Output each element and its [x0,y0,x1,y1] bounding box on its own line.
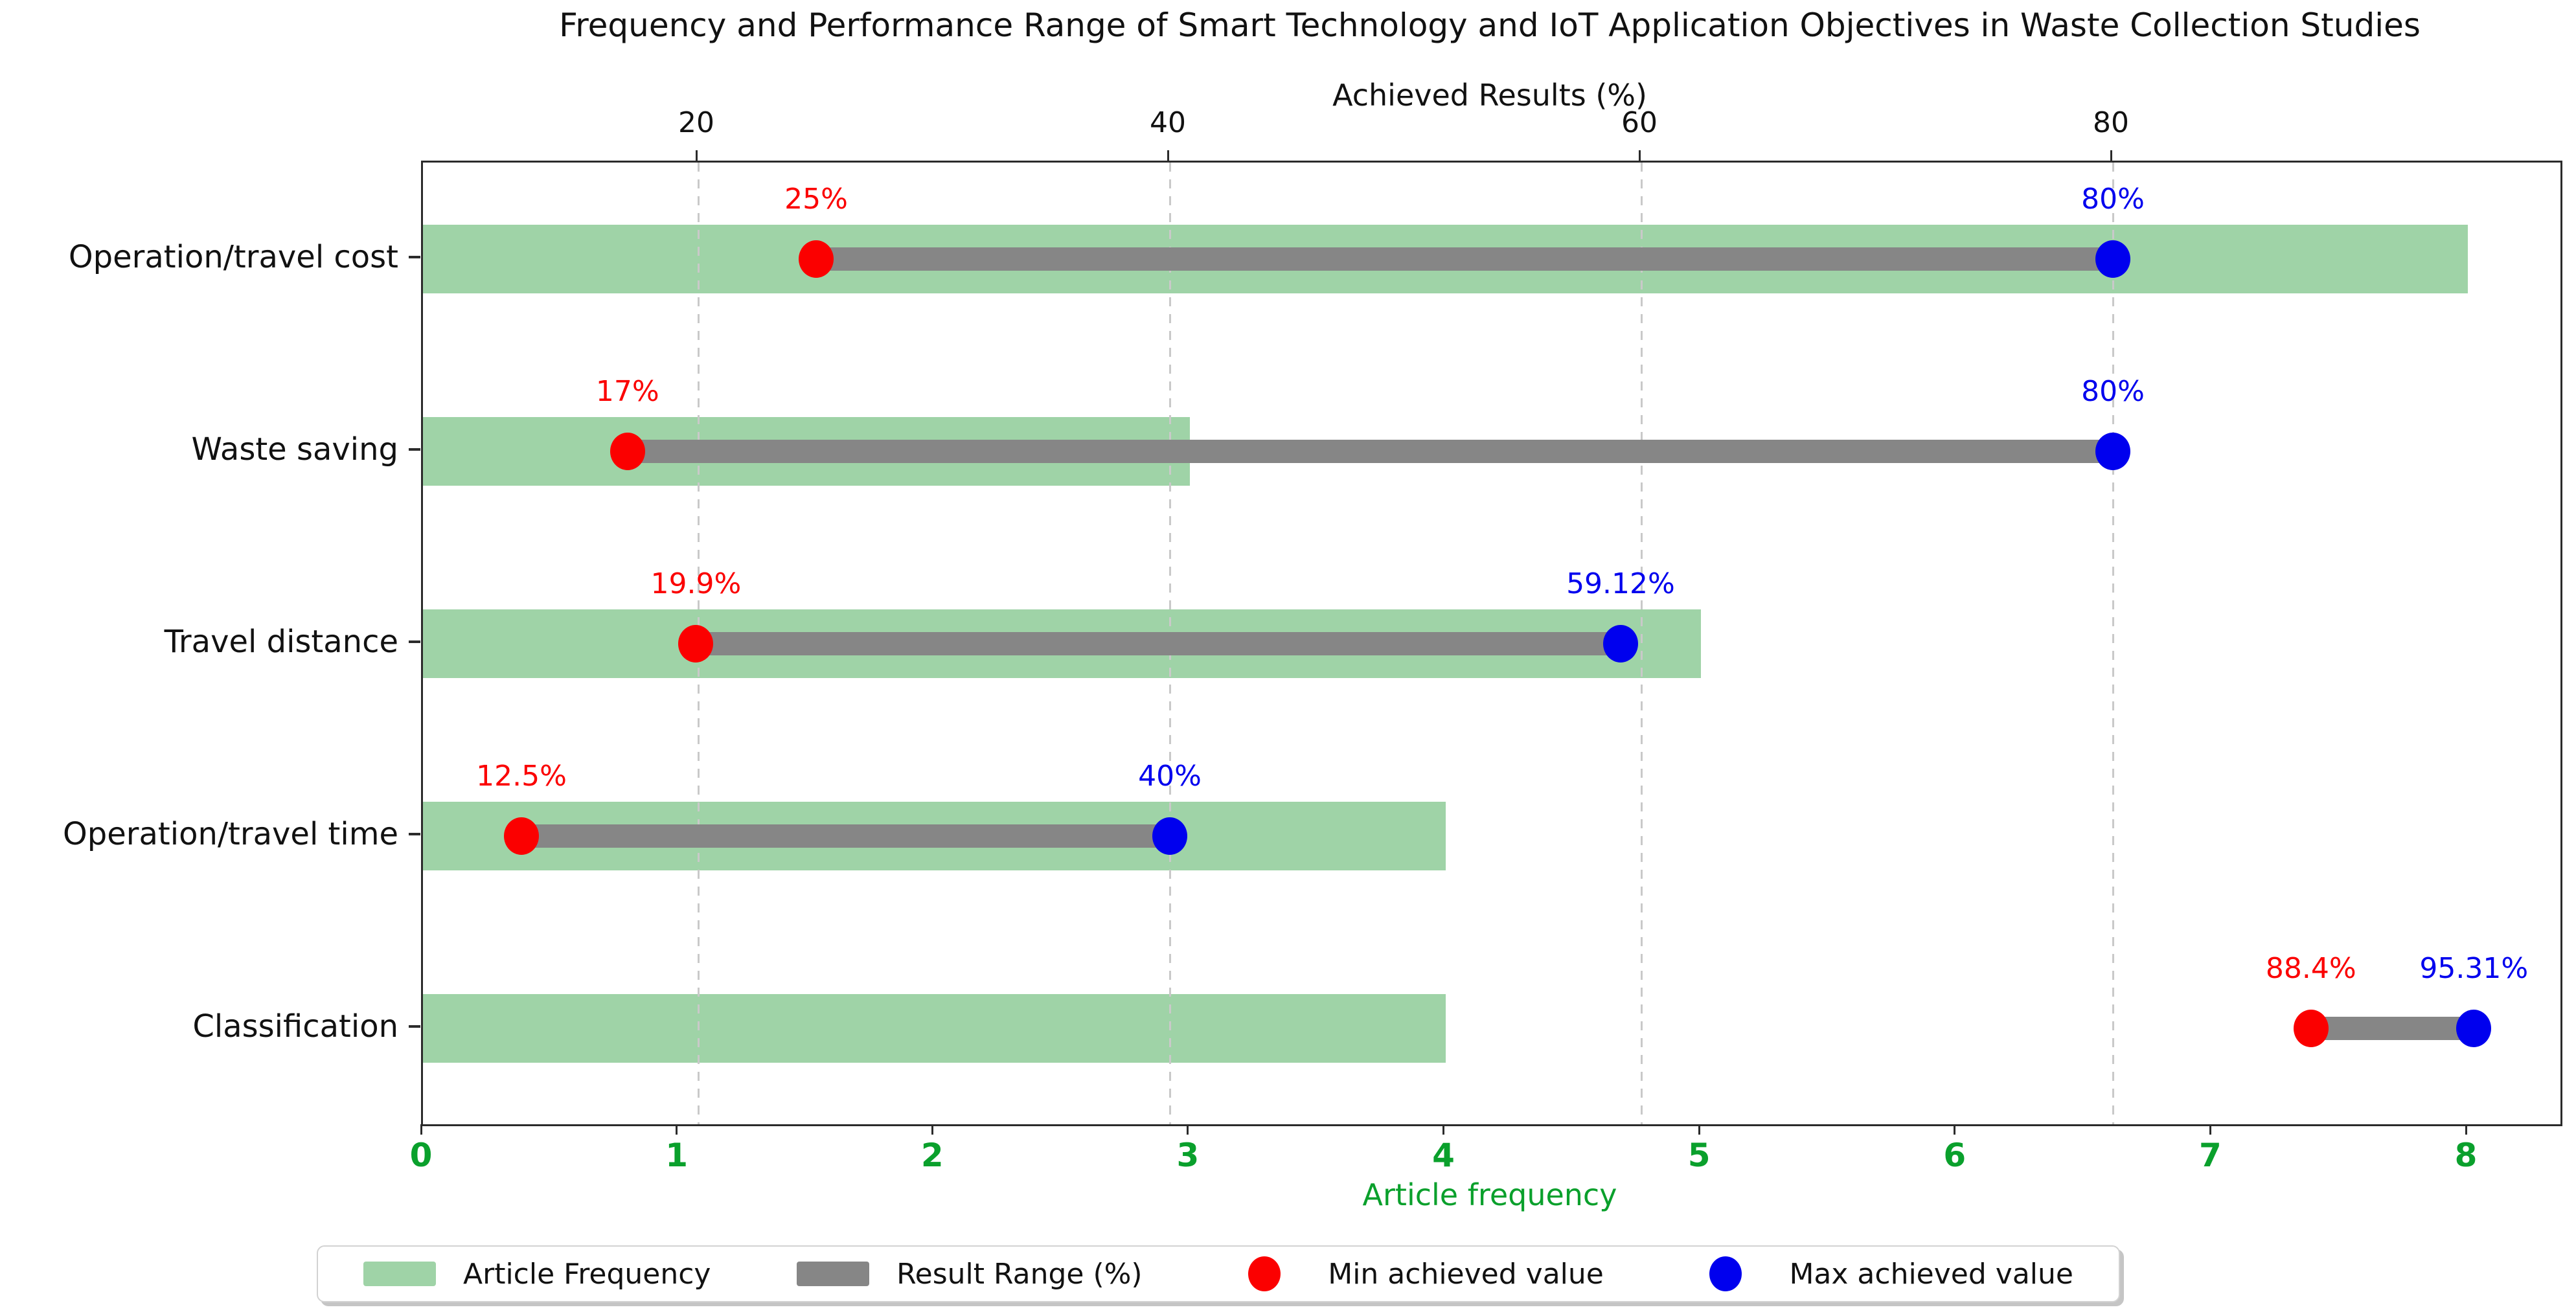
legend-label: Article Frequency [463,1257,711,1291]
legend-item: Article Frequency [363,1258,711,1291]
min-value-annotation: 17% [595,374,659,408]
frequency-bar [423,993,1446,1063]
top-tick-mark [1638,150,1641,161]
max-dot [2095,240,2130,278]
result-range-line [2310,1016,2474,1040]
bottom-tick-label: 5 [1687,1137,1711,1174]
bottom-tick-mark [1442,1124,1444,1135]
y-tick-mark [409,832,420,835]
top-tick-label: 40 [1150,106,1186,139]
max-dot [1602,624,1638,663]
bottom-tick-label: 4 [1432,1137,1455,1174]
bottom-tick-mark [2465,1124,2467,1135]
legend-swatch-wrap [1689,1256,1762,1291]
bottom-axis-title: Article frequency [1362,1177,1617,1212]
category-label: Operation/travel cost [68,238,398,275]
min-value-annotation: 19.9% [650,567,742,600]
result-range-line [816,247,2113,271]
legend-label: Min achieved value [1328,1257,1604,1291]
bottom-tick-mark [1954,1124,1956,1135]
top-tick-mark [1167,150,1169,161]
top-axis-title: Achieved Results (%) [1332,78,1647,113]
min-dot [610,432,645,470]
max-dot [1152,817,1187,855]
legend-item: Min achieved value [1228,1256,1604,1291]
grid-line [2112,163,2114,1124]
legend-swatch-wrap [1228,1256,1301,1291]
legend-item: Result Range (%) [797,1258,1143,1291]
max-value-annotation: 80% [2081,182,2145,216]
chart-title: Frequency and Performance Range of Smart… [559,6,2421,44]
min-value-annotation: 12.5% [476,759,567,793]
legend-label: Max achieved value [1789,1257,2073,1291]
y-tick-mark [409,640,420,643]
top-tick-mark [2110,150,2112,161]
bottom-tick-mark [1698,1124,1700,1135]
category-label: Classification [192,1008,398,1045]
top-tick-label: 60 [1621,106,1658,139]
bottom-tick-mark [420,1124,422,1135]
bottom-tick-mark [931,1124,933,1135]
min-value-annotation: 25% [784,182,848,216]
min-dot [504,817,539,855]
y-tick-mark [409,1025,420,1028]
bottom-tick-label: 2 [920,1137,944,1174]
result-range-line [627,439,2113,463]
bottom-tick-mark [676,1124,678,1135]
bottom-tick-label: 6 [1943,1137,1966,1174]
bottom-tick-label: 3 [1176,1137,1200,1174]
grid-line [1640,163,1643,1124]
min-dot [799,240,834,278]
legend-swatch-range_gray [797,1262,870,1286]
min-dot [2293,1009,2329,1047]
bottom-tick-mark [1187,1124,1189,1135]
plot-area: 25% 80% 17% 80% 19.9% 59.12% 12.5% 40% 88.4% 95.3… [421,161,2562,1126]
y-tick-mark [409,447,420,451]
y-tick-mark [409,255,420,258]
min-value-annotation: 88.4% [2265,951,2356,985]
max-value-annotation: 40% [1138,759,1202,793]
max-dot [2095,432,2130,470]
bottom-tick-label: 8 [2454,1137,2478,1174]
bottom-tick-label: 0 [409,1137,433,1174]
top-tick-label: 20 [678,106,714,139]
min-dot [678,624,714,663]
legend-swatch-bar_green [363,1262,436,1286]
result-range-line [696,631,1621,655]
max-dot [2456,1009,2492,1047]
result-range-line [521,824,1170,848]
legend-swatch-min_red [1248,1256,1281,1291]
legend-item: Max achieved value [1689,1256,2073,1291]
category-label: Waste saving [191,431,398,468]
max-value-annotation: 95.31% [2419,951,2529,985]
legend: Article Frequency Result Range (%) Min ach… [317,1245,2120,1302]
legend-label: Result Range (%) [896,1257,1143,1291]
top-tick-mark [695,150,698,161]
bottom-tick-label: 7 [2198,1137,2222,1174]
legend-swatch-max_blue [1709,1256,1742,1291]
top-tick-label: 80 [2093,106,2129,139]
max-value-annotation: 59.12% [1566,567,1675,600]
bottom-tick-mark [2209,1124,2211,1135]
max-value-annotation: 80% [2081,374,2145,408]
category-label: Travel distance [164,623,398,660]
category-label: Operation/travel time [63,815,398,852]
bottom-tick-label: 1 [665,1137,689,1174]
